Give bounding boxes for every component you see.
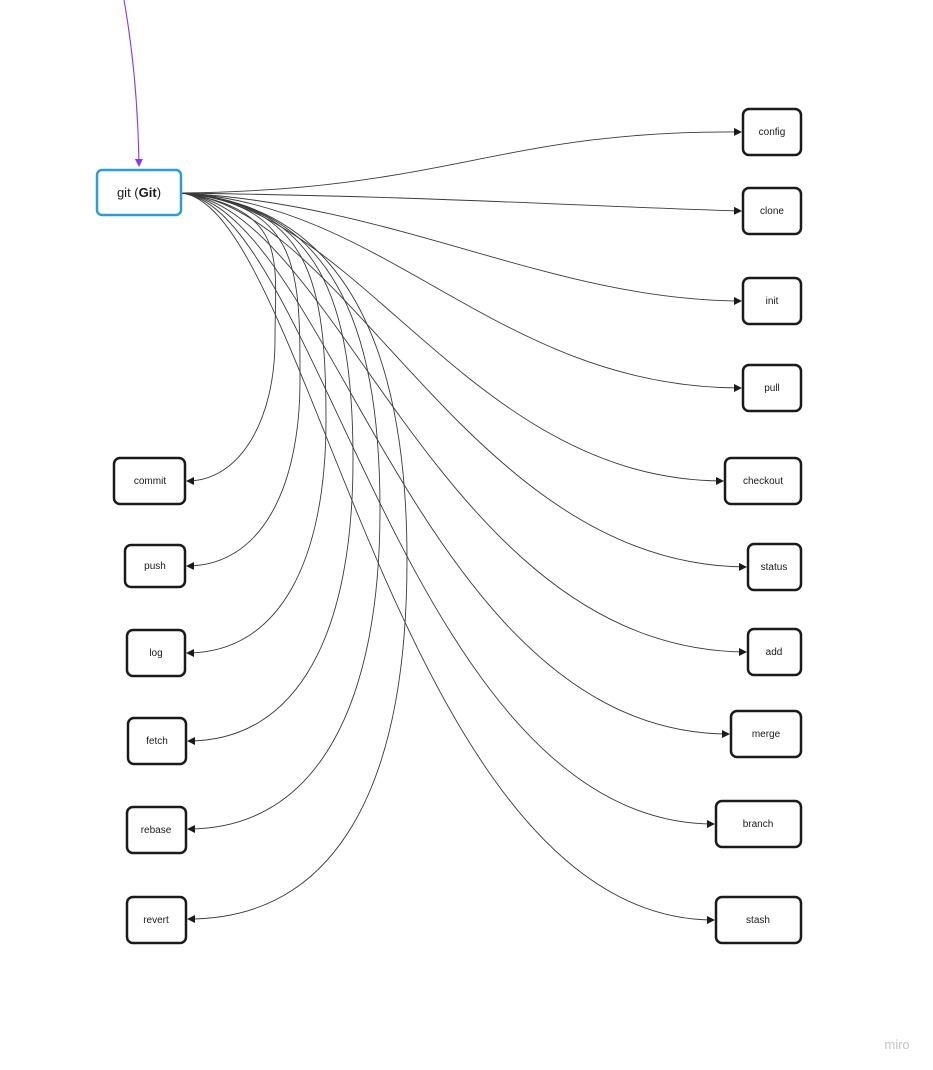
edges-left: [181, 192, 408, 923]
node-add[interactable]: add: [746, 627, 803, 677]
edges-right: [181, 127, 747, 924]
edge-branch: [181, 192, 715, 828]
node-checkout-label: checkout: [743, 476, 783, 487]
edge-commit: [181, 192, 277, 485]
node-pull-label: pull: [764, 383, 780, 394]
node-push[interactable]: push: [123, 543, 187, 589]
node-rebase-label: rebase: [141, 825, 172, 836]
node-config-label: config: [759, 127, 786, 138]
edge-rebase: [181, 192, 381, 833]
node-status-label: status: [761, 562, 788, 573]
edge-config: [181, 127, 742, 194]
incoming-connector: [123, 0, 143, 167]
edge-clone: [181, 192, 742, 215]
miro-watermark: miro: [884, 1037, 909, 1052]
node-init-label: init: [766, 296, 779, 307]
node-checkout[interactable]: checkout: [723, 456, 803, 506]
node-config[interactable]: config: [741, 107, 803, 157]
edge-merge: [181, 192, 730, 738]
node-clone-label: clone: [760, 206, 784, 217]
node-revert[interactable]: revert: [125, 895, 188, 945]
node-stash[interactable]: stash: [714, 895, 803, 945]
edge-log: [181, 192, 327, 657]
edge-pull: [181, 192, 742, 392]
node-merge[interactable]: merge: [729, 709, 803, 759]
node-clone[interactable]: clone: [741, 186, 803, 236]
node-status[interactable]: status: [746, 542, 803, 592]
edge-stash: [181, 192, 715, 924]
node-pull[interactable]: pull: [741, 363, 803, 413]
edge-checkout: [181, 192, 724, 485]
node-commit[interactable]: commit: [112, 456, 187, 506]
node-log-label: log: [149, 648, 162, 659]
node-branch-label: branch: [743, 819, 774, 830]
node-push-label: push: [144, 561, 166, 572]
node-merge-label: merge: [752, 729, 781, 740]
node-fetch-label: fetch: [146, 736, 168, 747]
node-rebase[interactable]: rebase: [125, 805, 188, 855]
edge-add: [181, 192, 747, 656]
node-branch[interactable]: branch: [714, 799, 803, 849]
node-commit-label: commit: [134, 476, 166, 487]
root-node-label: git (Git): [117, 185, 161, 200]
node-add-label: add: [766, 647, 783, 658]
node-revert-label: revert: [143, 915, 169, 926]
edge-revert: [181, 192, 408, 923]
node-log[interactable]: log: [125, 628, 187, 678]
edge-fetch: [181, 192, 354, 745]
edge-push: [181, 192, 301, 570]
root-node[interactable]: git (Git): [95, 168, 183, 217]
node-fetch[interactable]: fetch: [126, 716, 188, 766]
node-stash-label: stash: [746, 915, 770, 926]
edge-init: [181, 192, 742, 305]
node-init[interactable]: init: [741, 276, 803, 326]
